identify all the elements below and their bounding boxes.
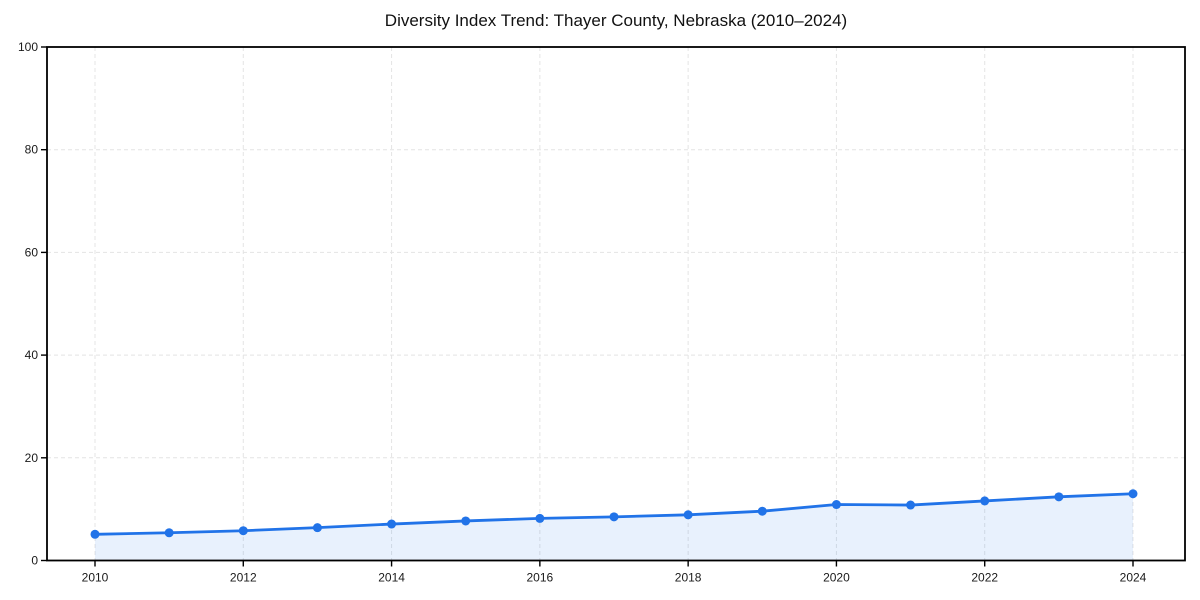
- data-point: [831, 500, 841, 510]
- y-tick-label: 20: [25, 451, 39, 465]
- chart-title: Diversity Index Trend: Thayer County, Ne…: [384, 11, 848, 30]
- x-tick-label: 2024: [1120, 571, 1147, 585]
- x-tick-label: 2012: [230, 571, 257, 585]
- y-tick-label: 80: [25, 143, 39, 157]
- data-point: [757, 506, 767, 516]
- x-tick-label: 2018: [675, 571, 702, 585]
- data-point: [906, 500, 916, 510]
- data-point: [535, 513, 545, 523]
- data-point: [980, 496, 990, 506]
- data-point: [387, 519, 397, 529]
- y-tick-label: 60: [25, 245, 39, 259]
- area-fill: [95, 493, 1133, 561]
- y-tick-label: 0: [31, 554, 38, 568]
- x-tick-label: 2022: [971, 571, 998, 585]
- x-tick-label: 2016: [527, 571, 554, 585]
- y-tick-label: 100: [18, 40, 38, 54]
- data-point: [461, 516, 471, 526]
- data-point: [238, 526, 248, 536]
- data-point: [312, 523, 322, 533]
- x-tick-label: 2020: [823, 571, 850, 585]
- data-point: [90, 529, 100, 539]
- data-point: [1054, 492, 1064, 502]
- plot-border: [46, 46, 1186, 562]
- x-tick-label: 2014: [378, 571, 405, 585]
- data-point: [164, 528, 174, 538]
- data-point: [1128, 489, 1138, 499]
- y-tick-label: 40: [25, 348, 39, 362]
- data-point: [683, 510, 693, 520]
- data-point: [609, 512, 619, 522]
- x-tick-label: 2010: [82, 571, 109, 585]
